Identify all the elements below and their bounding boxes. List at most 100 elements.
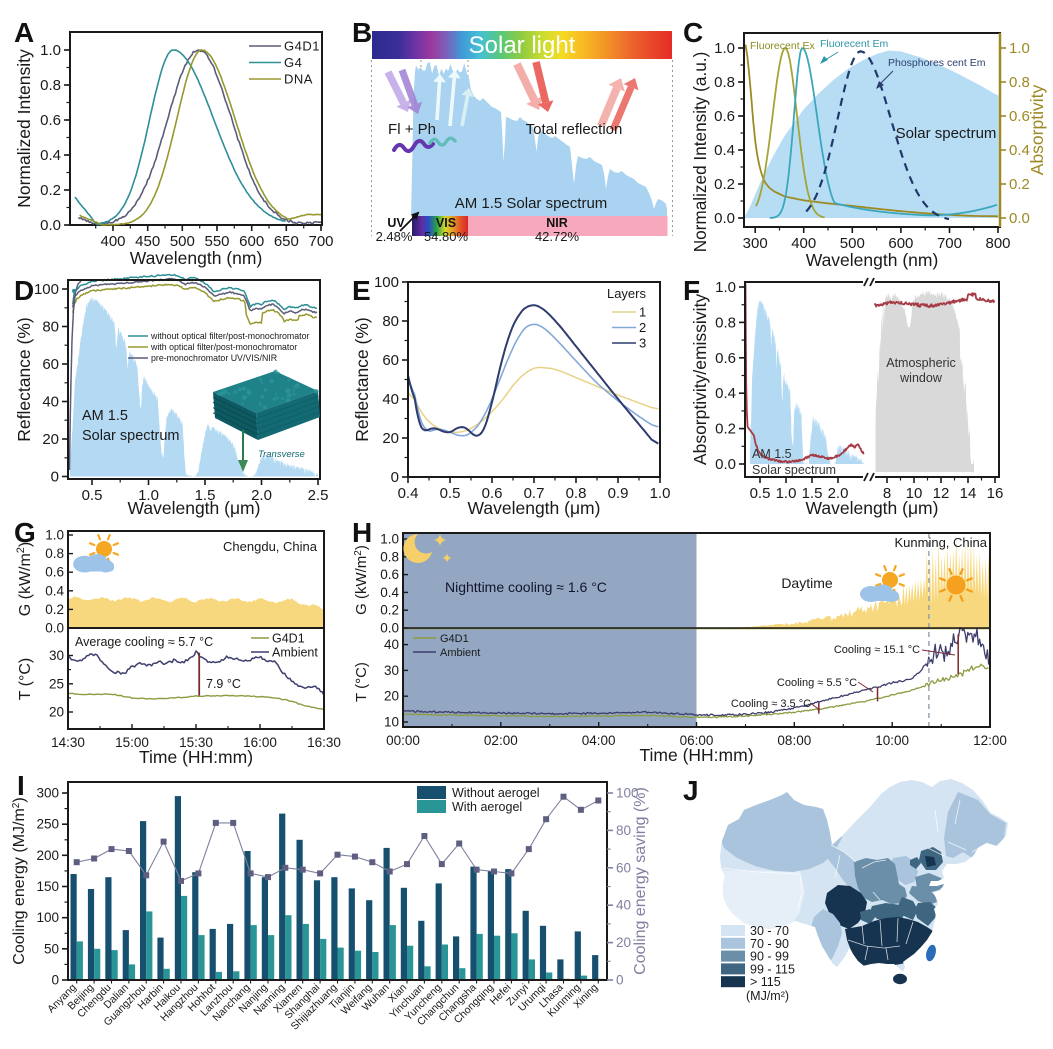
svg-text:Wavelength (μm): Wavelength (μm) (128, 498, 261, 518)
svg-text:0.4: 0.4 (1009, 142, 1030, 159)
svg-text:60: 60 (42, 356, 59, 373)
svg-text:G (kW/m2): G (kW/m2) (353, 545, 371, 615)
svg-text:Absorptivity: Absorptivity (1027, 85, 1047, 176)
svg-text:Average cooling ≈ 5.7 °C: Average cooling ≈ 5.7 °C (75, 635, 213, 649)
svg-text:AM 1.5 Solar spectrum: AM 1.5 Solar spectrum (455, 195, 608, 212)
svg-text:1.0: 1.0 (138, 487, 159, 504)
svg-text:0.4: 0.4 (380, 585, 399, 600)
svg-text:Wavelength (μm): Wavelength (μm) (468, 498, 601, 518)
svg-text:3: 3 (639, 336, 646, 351)
svg-text:25: 25 (49, 676, 64, 691)
svg-text:20: 20 (384, 689, 399, 704)
svg-text:0.7: 0.7 (524, 485, 545, 502)
svg-text:Time (HH:mm): Time (HH:mm) (639, 745, 753, 765)
svg-text:0.6: 0.6 (714, 108, 735, 125)
svg-text:AM 1.5: AM 1.5 (82, 408, 128, 424)
svg-text:0.0: 0.0 (1009, 210, 1030, 227)
svg-text:80: 80 (42, 319, 59, 336)
svg-text:150: 150 (36, 879, 59, 894)
svg-text:20: 20 (42, 431, 59, 448)
svg-text:0.6: 0.6 (482, 485, 503, 502)
svg-text:700: 700 (937, 235, 962, 252)
svg-text:with optical filter/post-monoc: with optical filter/post-monochromator (150, 342, 297, 352)
svg-text:Wavelength (nm): Wavelength (nm) (130, 248, 263, 268)
svg-text:600: 600 (888, 235, 913, 252)
svg-text:800: 800 (986, 235, 1011, 252)
svg-text:G (kW/m2): G (kW/m2) (15, 542, 34, 617)
svg-text:16:00: 16:00 (243, 735, 277, 750)
svg-text:90 - 99: 90 - 99 (750, 950, 789, 964)
svg-text:Cooling energy (MJ/m2): Cooling energy (MJ/m2) (11, 797, 29, 964)
svg-text:1.0: 1.0 (45, 528, 64, 543)
svg-text:400: 400 (791, 235, 816, 252)
svg-text:Ambient: Ambient (272, 646, 318, 660)
svg-text:0: 0 (616, 973, 624, 988)
svg-text:0.2: 0.2 (714, 176, 735, 193)
svg-text:Daytime: Daytime (781, 575, 833, 591)
svg-text:7.9 °C: 7.9 °C (206, 677, 241, 691)
svg-text:0.6: 0.6 (45, 565, 64, 580)
svg-text:250: 250 (36, 817, 59, 832)
svg-text:80: 80 (382, 313, 399, 330)
svg-text:Layers: Layers (607, 286, 647, 301)
svg-text:1.0: 1.0 (776, 485, 797, 502)
svg-text:A: A (14, 17, 34, 48)
svg-text:0.6: 0.6 (1009, 108, 1030, 125)
svg-text:DNA: DNA (284, 72, 313, 87)
svg-text:Ambient: Ambient (440, 647, 480, 659)
svg-text:G: G (14, 517, 36, 548)
svg-text:1.0: 1.0 (715, 279, 736, 296)
svg-text:G4D1: G4D1 (440, 633, 469, 645)
svg-text:T (°C): T (°C) (353, 662, 370, 702)
svg-text:0.8: 0.8 (714, 74, 735, 91)
svg-text:100: 100 (616, 786, 639, 801)
svg-text:0.0: 0.0 (380, 621, 399, 636)
svg-text:Chengdu, China: Chengdu, China (223, 539, 318, 554)
svg-text:Nighttime cooling ≈ 1.6 °C: Nighttime cooling ≈ 1.6 °C (445, 579, 607, 595)
svg-text:650: 650 (274, 233, 299, 250)
svg-text:Cooling ≈ 5.5 °C: Cooling ≈ 5.5 °C (777, 677, 857, 689)
svg-text:0.8: 0.8 (40, 77, 61, 94)
svg-text:0.6: 0.6 (40, 112, 61, 129)
svg-text:20: 20 (382, 430, 399, 447)
svg-text:Transverse: Transverse (258, 449, 305, 460)
svg-text:0.0: 0.0 (715, 456, 736, 473)
svg-text:2.5: 2.5 (308, 487, 329, 504)
svg-text:99 - 115: 99 - 115 (750, 962, 795, 976)
svg-text:600: 600 (239, 233, 264, 250)
svg-text:Phosphores cent Em: Phosphores cent Em (888, 57, 986, 69)
svg-text:T (°C): T (°C) (17, 658, 34, 701)
svg-text:Solar spectrum: Solar spectrum (752, 463, 836, 477)
svg-text:100: 100 (36, 910, 59, 925)
svg-text:40: 40 (384, 637, 399, 652)
svg-text:window: window (899, 371, 943, 385)
svg-text:Total reflection: Total reflection (526, 121, 623, 138)
svg-text:Solar light: Solar light (469, 32, 576, 59)
svg-text:Cooling energy saving (%): Cooling energy saving (%) (632, 787, 649, 975)
svg-text:G4D1: G4D1 (272, 632, 305, 646)
svg-text:200: 200 (36, 848, 59, 863)
svg-text:12: 12 (933, 485, 950, 502)
svg-text:0.6: 0.6 (715, 350, 736, 367)
svg-text:20: 20 (49, 705, 64, 720)
svg-text:10:00: 10:00 (875, 733, 909, 748)
svg-text:0.4: 0.4 (45, 583, 64, 598)
svg-text:30: 30 (384, 663, 399, 678)
svg-text:Wavelength (nm): Wavelength (nm) (806, 250, 939, 270)
svg-text:Fl + Ph: Fl + Ph (388, 121, 436, 138)
svg-text:Reflectance (%): Reflectance (%) (352, 317, 372, 442)
svg-text:AM 1.5: AM 1.5 (752, 447, 792, 461)
svg-text:Absorptivity/emissivity: Absorptivity/emissivity (690, 294, 710, 465)
svg-text:0.5: 0.5 (750, 485, 771, 502)
svg-text:30 - 70: 30 - 70 (750, 924, 789, 938)
svg-text:500: 500 (840, 235, 865, 252)
svg-text:G4D1: G4D1 (284, 39, 320, 54)
svg-text:60: 60 (616, 860, 631, 875)
svg-text:42.72%: 42.72% (535, 229, 580, 244)
svg-text:40: 40 (42, 394, 59, 411)
svg-text:8: 8 (883, 485, 891, 502)
svg-text:Fluorecent Ex: Fluorecent Ex (750, 40, 816, 52)
svg-text:Without aerogel: Without aerogel (452, 786, 540, 800)
svg-text:04:00: 04:00 (582, 733, 616, 748)
svg-text:1.0: 1.0 (650, 485, 671, 502)
